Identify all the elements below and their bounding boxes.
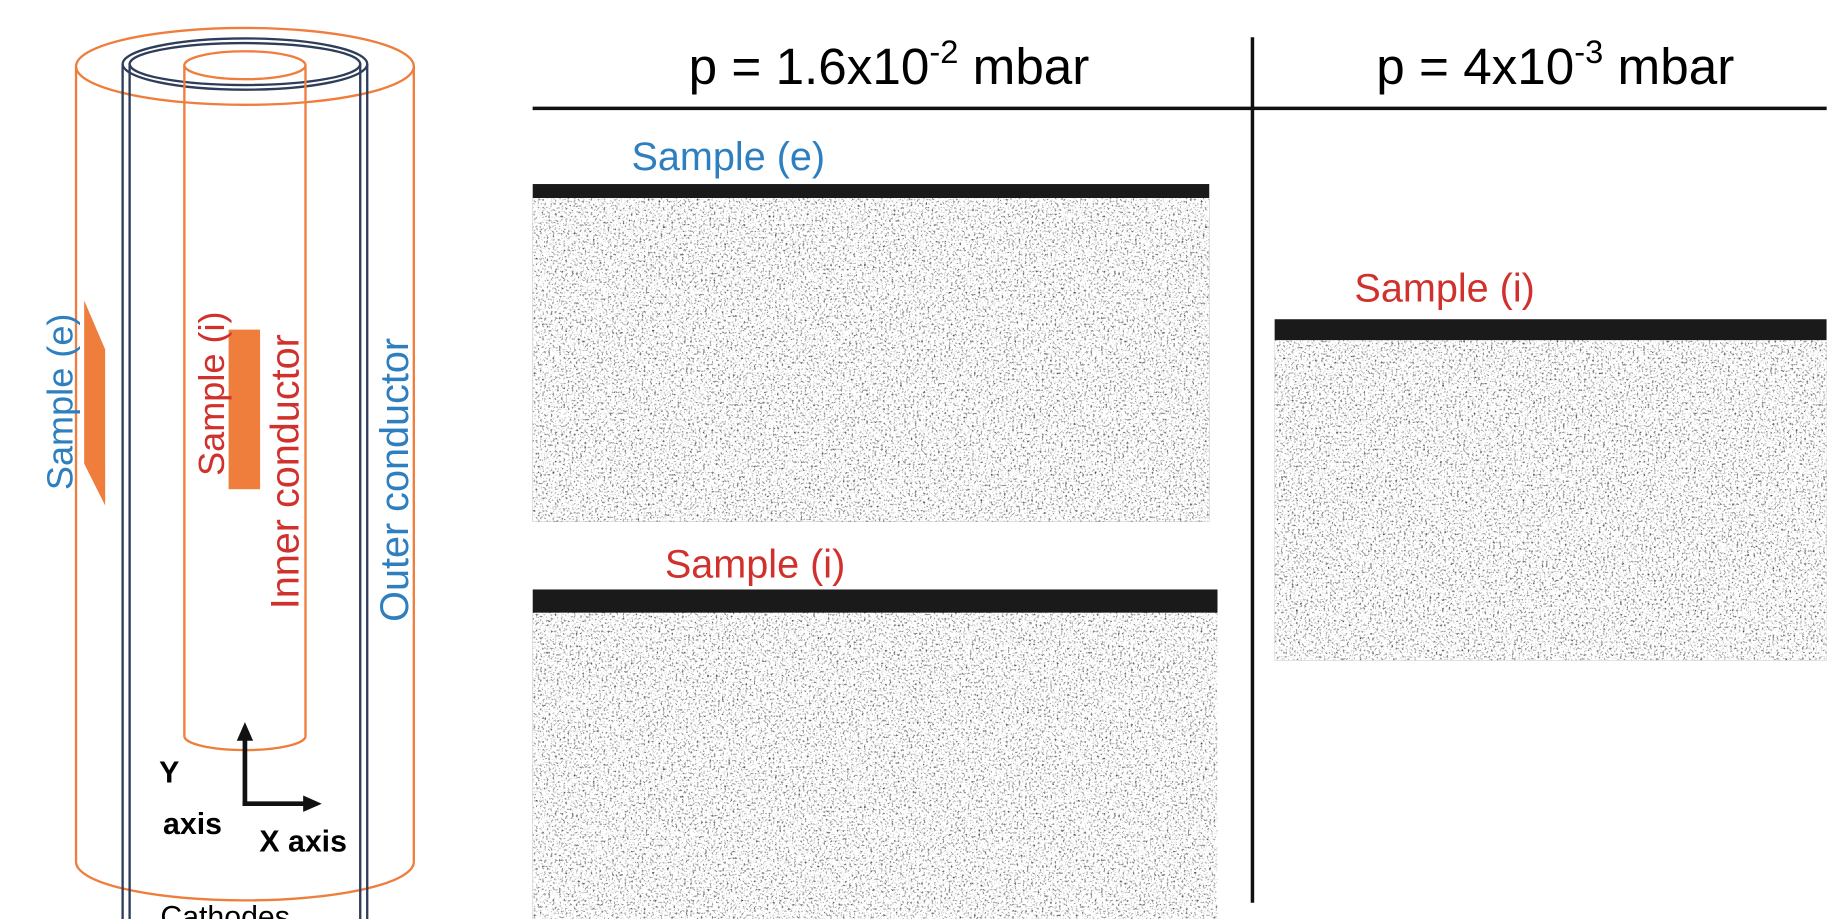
y-axis-label: Y bbox=[159, 757, 179, 790]
title-sup: -2 bbox=[929, 33, 958, 70]
panel-label: Sample (e) bbox=[631, 135, 825, 179]
sem-image bbox=[532, 589, 1218, 919]
title-base: p = 1.6x10 bbox=[689, 38, 930, 95]
axes-arrows bbox=[236, 722, 322, 812]
title-unit: mbar bbox=[958, 38, 1089, 95]
x-axis-label: X axis bbox=[259, 825, 347, 858]
sem-image bbox=[1274, 319, 1827, 661]
sem-image bbox=[532, 184, 1210, 522]
cylinders bbox=[74, 26, 415, 919]
title-base: p = 4x10 bbox=[1376, 38, 1574, 95]
sample-i-label: Sample (i) bbox=[191, 311, 232, 475]
sample-e-label: Sample (e) bbox=[40, 314, 81, 491]
sample-e-shape bbox=[84, 300, 106, 506]
cathodes-label: Cathodes bbox=[160, 901, 290, 919]
title-unit: mbar bbox=[1603, 38, 1734, 95]
y-axis-word: axis bbox=[163, 808, 222, 841]
column-title: p = 4x10-3 mbar bbox=[1376, 33, 1734, 95]
panel-label: Sample (i) bbox=[1354, 267, 1534, 311]
sample-i-shape bbox=[228, 329, 261, 490]
panel-label: Sample (i) bbox=[665, 543, 845, 587]
inner-label: Inner conductor bbox=[264, 334, 308, 609]
outer-label: Outer conductor bbox=[373, 338, 417, 622]
column-title: p = 1.6x10-2 mbar bbox=[689, 33, 1090, 95]
title-sup: -3 bbox=[1574, 33, 1603, 70]
